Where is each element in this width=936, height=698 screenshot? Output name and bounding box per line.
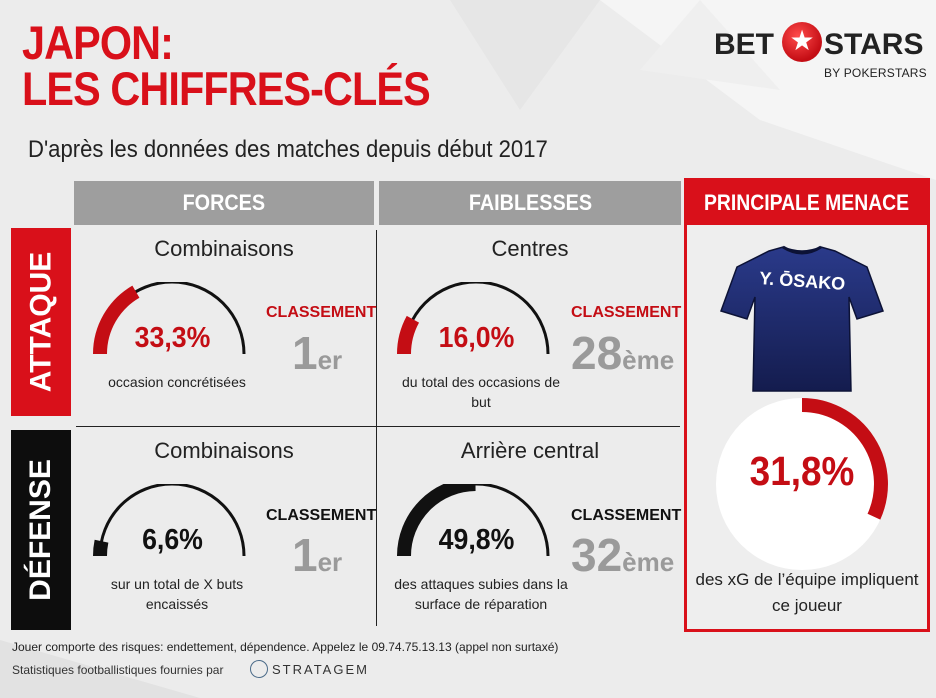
title-line-1: JAPON: bbox=[22, 16, 174, 69]
row-label-attaque: ATTAQUE bbox=[11, 228, 71, 416]
caption-att-faiblesses: du total des occasions de but bbox=[402, 374, 560, 410]
grid-divider-horizontal bbox=[76, 426, 680, 427]
title-line-2: LES CHIFFRES-CLÉS bbox=[22, 62, 431, 115]
rank-label-att-forces: CLASSEMENT bbox=[266, 304, 377, 321]
gauge-def-faiblesses bbox=[397, 484, 550, 557]
caption-att-forces: occasion concrétisées bbox=[108, 374, 246, 390]
menace-percent: 31,8% bbox=[749, 448, 855, 494]
logo-tagline: BY POKERSTARS bbox=[824, 66, 927, 80]
percent-att-faiblesses: 16,0% bbox=[438, 322, 515, 354]
gauge-att-forces bbox=[93, 282, 246, 355]
row-label-defense-text: DÉFENSE bbox=[24, 459, 58, 601]
rank-att-faiblesses: 28ème bbox=[571, 328, 674, 385]
grid-divider-vertical bbox=[376, 230, 377, 626]
star-icon: ★ bbox=[782, 22, 822, 62]
gauge-att-faiblesses bbox=[396, 282, 550, 355]
rank-value: 28 bbox=[571, 327, 623, 379]
footer-credits: Statistiques footballistiques fournies p… bbox=[12, 663, 224, 677]
logo-text-bet: BET bbox=[714, 28, 774, 61]
stratagem-logo: STRATAGEM bbox=[250, 660, 369, 678]
caption-def-forces: sur un total de X buts encaissés bbox=[110, 576, 244, 612]
rank-value: 1 bbox=[292, 529, 318, 581]
betstars-logo: BET ★ STARS BY POKERSTARS bbox=[712, 22, 927, 92]
percent-att-forces: 33,3% bbox=[134, 322, 211, 354]
menace-gauge bbox=[801, 398, 888, 520]
rank-def-forces: 1er bbox=[292, 530, 342, 587]
cell-title-def-faiblesses: Arrière central bbox=[460, 438, 600, 463]
column-header-menace-label: PRINCIPALE MENACE bbox=[704, 190, 910, 215]
rank-att-forces: 1er bbox=[292, 328, 342, 385]
column-header-faiblesses-label: FAIBLESSES bbox=[468, 190, 592, 215]
rank-label-def-forces: CLASSEMENT bbox=[266, 507, 377, 524]
rank-suffix: er bbox=[317, 547, 343, 577]
row-label-attaque-text: ATTAQUE bbox=[24, 251, 58, 393]
caption-def-faiblesses: des attaques subies dans la surface de r… bbox=[394, 576, 568, 612]
rank-label-def-faiblesses: CLASSEMENT bbox=[571, 507, 682, 524]
cell-title-att-faiblesses: Centres bbox=[491, 236, 569, 261]
gauge-def-forces bbox=[92, 484, 246, 557]
menace-caption: des xG de l’équipe impliquent ce joueur bbox=[695, 570, 919, 615]
percent-def-forces: 6,6% bbox=[142, 524, 203, 556]
rank-label-att-faiblesses: CLASSEMENT bbox=[571, 304, 682, 321]
rank-value: 1 bbox=[292, 327, 318, 379]
page-title: JAPON: LES CHIFFRES-CLÉS bbox=[22, 16, 431, 115]
stratagem-label: STRATAGEM bbox=[272, 661, 369, 677]
column-header-menace: PRINCIPALE MENACE bbox=[687, 181, 927, 225]
rank-def-faiblesses: 32ème bbox=[571, 530, 674, 587]
rank-suffix: ème bbox=[622, 345, 675, 375]
globe-icon bbox=[250, 660, 268, 678]
rank-suffix: ème bbox=[622, 547, 675, 577]
rank-value: 32 bbox=[571, 529, 623, 581]
footer-disclaimer: Jouer comporte des risques: endettement,… bbox=[12, 640, 559, 654]
rank-suffix: er bbox=[317, 345, 343, 375]
cell-title-att-forces: Combinaisons bbox=[154, 236, 294, 261]
logo-text-stars: STARS bbox=[824, 28, 924, 61]
column-header-forces: FORCES bbox=[74, 181, 374, 225]
percent-def-faiblesses: 49,8% bbox=[438, 524, 515, 556]
column-header-forces-label: FORCES bbox=[182, 190, 266, 215]
cell-title-def-forces: Combinaisons bbox=[154, 438, 294, 463]
jersey-icon: Y. ŌSAKO bbox=[720, 245, 884, 392]
row-label-defense: DÉFENSE bbox=[11, 430, 71, 630]
page-subtitle: D'après les données des matches depuis d… bbox=[28, 136, 548, 163]
column-header-faiblesses: FAIBLESSES bbox=[379, 181, 681, 225]
